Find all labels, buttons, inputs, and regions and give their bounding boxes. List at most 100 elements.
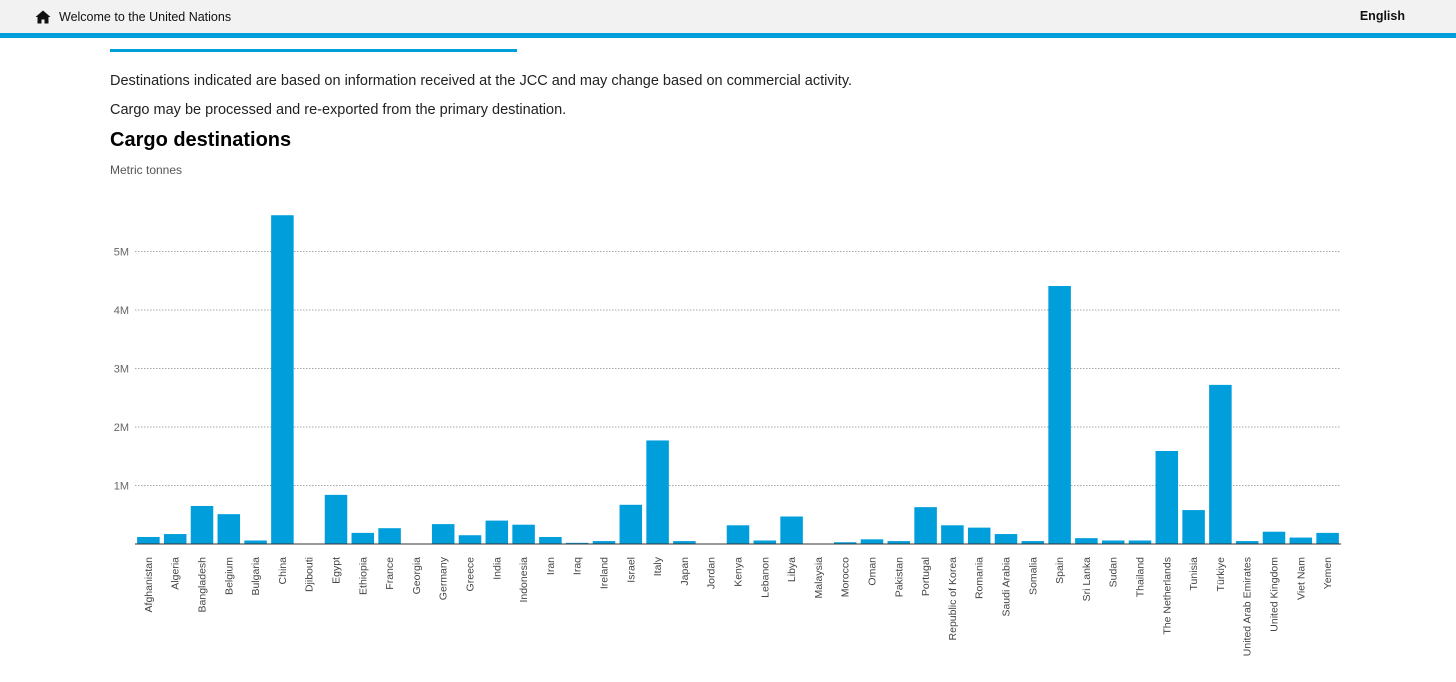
bar-israel[interactable]: [619, 504, 643, 544]
section-divider: [110, 49, 517, 52]
home-link-label: Welcome to the United Nations: [59, 9, 232, 24]
x-tick-label: Ethiopia: [357, 557, 369, 595]
bar-egypt[interactable]: [324, 494, 348, 544]
bar-algeria[interactable]: [163, 534, 187, 544]
x-tick-label: Kenya: [733, 557, 745, 587]
x-tick-label: Tunisia: [1188, 557, 1200, 591]
x-tick-label: Georgia: [411, 557, 423, 595]
bar-romania[interactable]: [967, 527, 991, 544]
x-tick-label: Greece: [465, 557, 477, 592]
x-tick-label: Oman: [867, 557, 879, 586]
bar-china[interactable]: [271, 215, 294, 545]
x-tick-label: Türkiye: [1215, 557, 1227, 592]
x-tick-label: Afghanistan: [143, 557, 155, 613]
bar-somalia[interactable]: [1021, 541, 1045, 544]
x-tick-label: Somalia: [1027, 557, 1039, 595]
bar-pakistan[interactable]: [887, 541, 911, 544]
x-tick-label: Iraq: [572, 557, 584, 575]
bar-afghanistan[interactable]: [137, 536, 160, 544]
bar-bangladesh[interactable]: [190, 505, 214, 544]
x-tick-label: The Netherlands: [1161, 557, 1173, 635]
bar-greece[interactable]: [458, 535, 482, 544]
x-tick-label: China: [277, 557, 289, 585]
bar-tunisia[interactable]: [1182, 510, 1205, 544]
bar-lebanon[interactable]: [753, 540, 777, 544]
x-tick-label: Saudi Arabia: [1001, 557, 1013, 617]
x-tick-label: United Kingdom: [1269, 557, 1281, 632]
x-tick-label: Jordan: [706, 557, 718, 589]
bar-ethiopia[interactable]: [351, 532, 375, 544]
x-tick-label: Sri Lanka: [1081, 557, 1093, 602]
y-tick-label: 3M: [114, 364, 129, 376]
bar-india[interactable]: [485, 520, 509, 544]
x-tick-label: France: [384, 557, 396, 590]
bar-oman[interactable]: [860, 539, 884, 544]
bar-portugal[interactable]: [914, 507, 937, 544]
x-tick-label: India: [491, 557, 503, 580]
bar-france[interactable]: [378, 528, 401, 544]
bar-the-netherlands[interactable]: [1155, 450, 1179, 544]
x-tick-label: Japan: [679, 557, 691, 586]
bar-sri-lanka[interactable]: [1075, 538, 1098, 544]
bar-united-arab-emirates[interactable]: [1235, 541, 1259, 544]
bar-libya[interactable]: [780, 516, 803, 544]
y-tick-label: 2M: [114, 422, 129, 434]
y-tick-label: 5M: [114, 247, 129, 259]
x-tick-label: Pakistan: [893, 557, 905, 597]
x-tick-label: Thailand: [1135, 557, 1147, 597]
x-tick-label: Yemen: [1322, 557, 1334, 589]
x-tick-label: Djibouti: [304, 557, 316, 592]
bar-saudi-arabia[interactable]: [994, 534, 1018, 544]
x-tick-label: Israel: [625, 557, 637, 583]
bar-spain[interactable]: [1048, 286, 1071, 544]
x-tick-label: Egypt: [331, 557, 343, 584]
x-tick-label: Bulgaria: [250, 557, 262, 596]
x-tick-label: Sudan: [1108, 557, 1120, 588]
x-tick-label: Libya: [786, 557, 798, 582]
x-tick-label: Ireland: [599, 557, 611, 589]
bar-germany[interactable]: [431, 524, 455, 544]
bar-iran[interactable]: [539, 536, 562, 544]
x-tick-label: Romania: [974, 557, 986, 599]
x-tick-label: United Arab Emirates: [1242, 557, 1254, 656]
bar-iraq[interactable]: [565, 542, 589, 544]
bar-bulgaria[interactable]: [244, 540, 267, 544]
x-tick-label: Lebanon: [759, 557, 771, 598]
language-selector[interactable]: English: [1359, 9, 1405, 23]
chart-subtitle: Metric tonnes: [110, 163, 183, 177]
bar-kenya[interactable]: [726, 525, 750, 544]
home-link[interactable]: Welcome to the United Nations: [35, 0, 231, 33]
y-tick-label: 4M: [114, 305, 129, 317]
home-icon: [35, 10, 51, 24]
bar-belgium[interactable]: [217, 514, 241, 544]
bar-sudan[interactable]: [1101, 540, 1125, 544]
bar-japan[interactable]: [673, 541, 696, 544]
bar-yemen[interactable]: [1316, 532, 1339, 544]
x-tick-label: Iran: [545, 557, 557, 575]
x-tick-label: Spain: [1054, 557, 1066, 584]
x-tick-label: Italy: [652, 556, 664, 576]
bar-italy[interactable]: [646, 440, 669, 544]
bar-indonesia[interactable]: [512, 524, 535, 544]
y-tick-label: 1M: [114, 481, 129, 493]
bar-ireland[interactable]: [592, 541, 616, 544]
bar-thailand[interactable]: [1128, 540, 1152, 544]
bar-united-kingdom[interactable]: [1262, 531, 1286, 544]
disclaimer-text: Destinations indicated are based on info…: [110, 73, 853, 89]
x-tick-label: Algeria: [170, 557, 182, 590]
bar-t-rkiye[interactable]: [1209, 384, 1232, 544]
bar-morocco[interactable]: [833, 542, 857, 544]
chart-title: Cargo destinations: [110, 129, 292, 151]
x-tick-label: Indonesia: [518, 557, 530, 603]
bar-republic-of-korea[interactable]: [941, 525, 964, 544]
x-tick-label: Republic of Korea: [947, 557, 959, 641]
x-tick-label: Portugal: [920, 557, 932, 596]
bar-viet-nam[interactable]: [1289, 537, 1313, 544]
x-tick-label: Germany: [438, 556, 450, 600]
x-tick-label: Morocco: [840, 557, 852, 597]
x-tick-label: Bangladesh: [197, 557, 209, 613]
x-tick-label: Belgium: [223, 557, 235, 595]
x-tick-label: Malaysia: [813, 557, 825, 599]
reexport-note: Cargo may be processed and re-exported f…: [110, 102, 567, 118]
